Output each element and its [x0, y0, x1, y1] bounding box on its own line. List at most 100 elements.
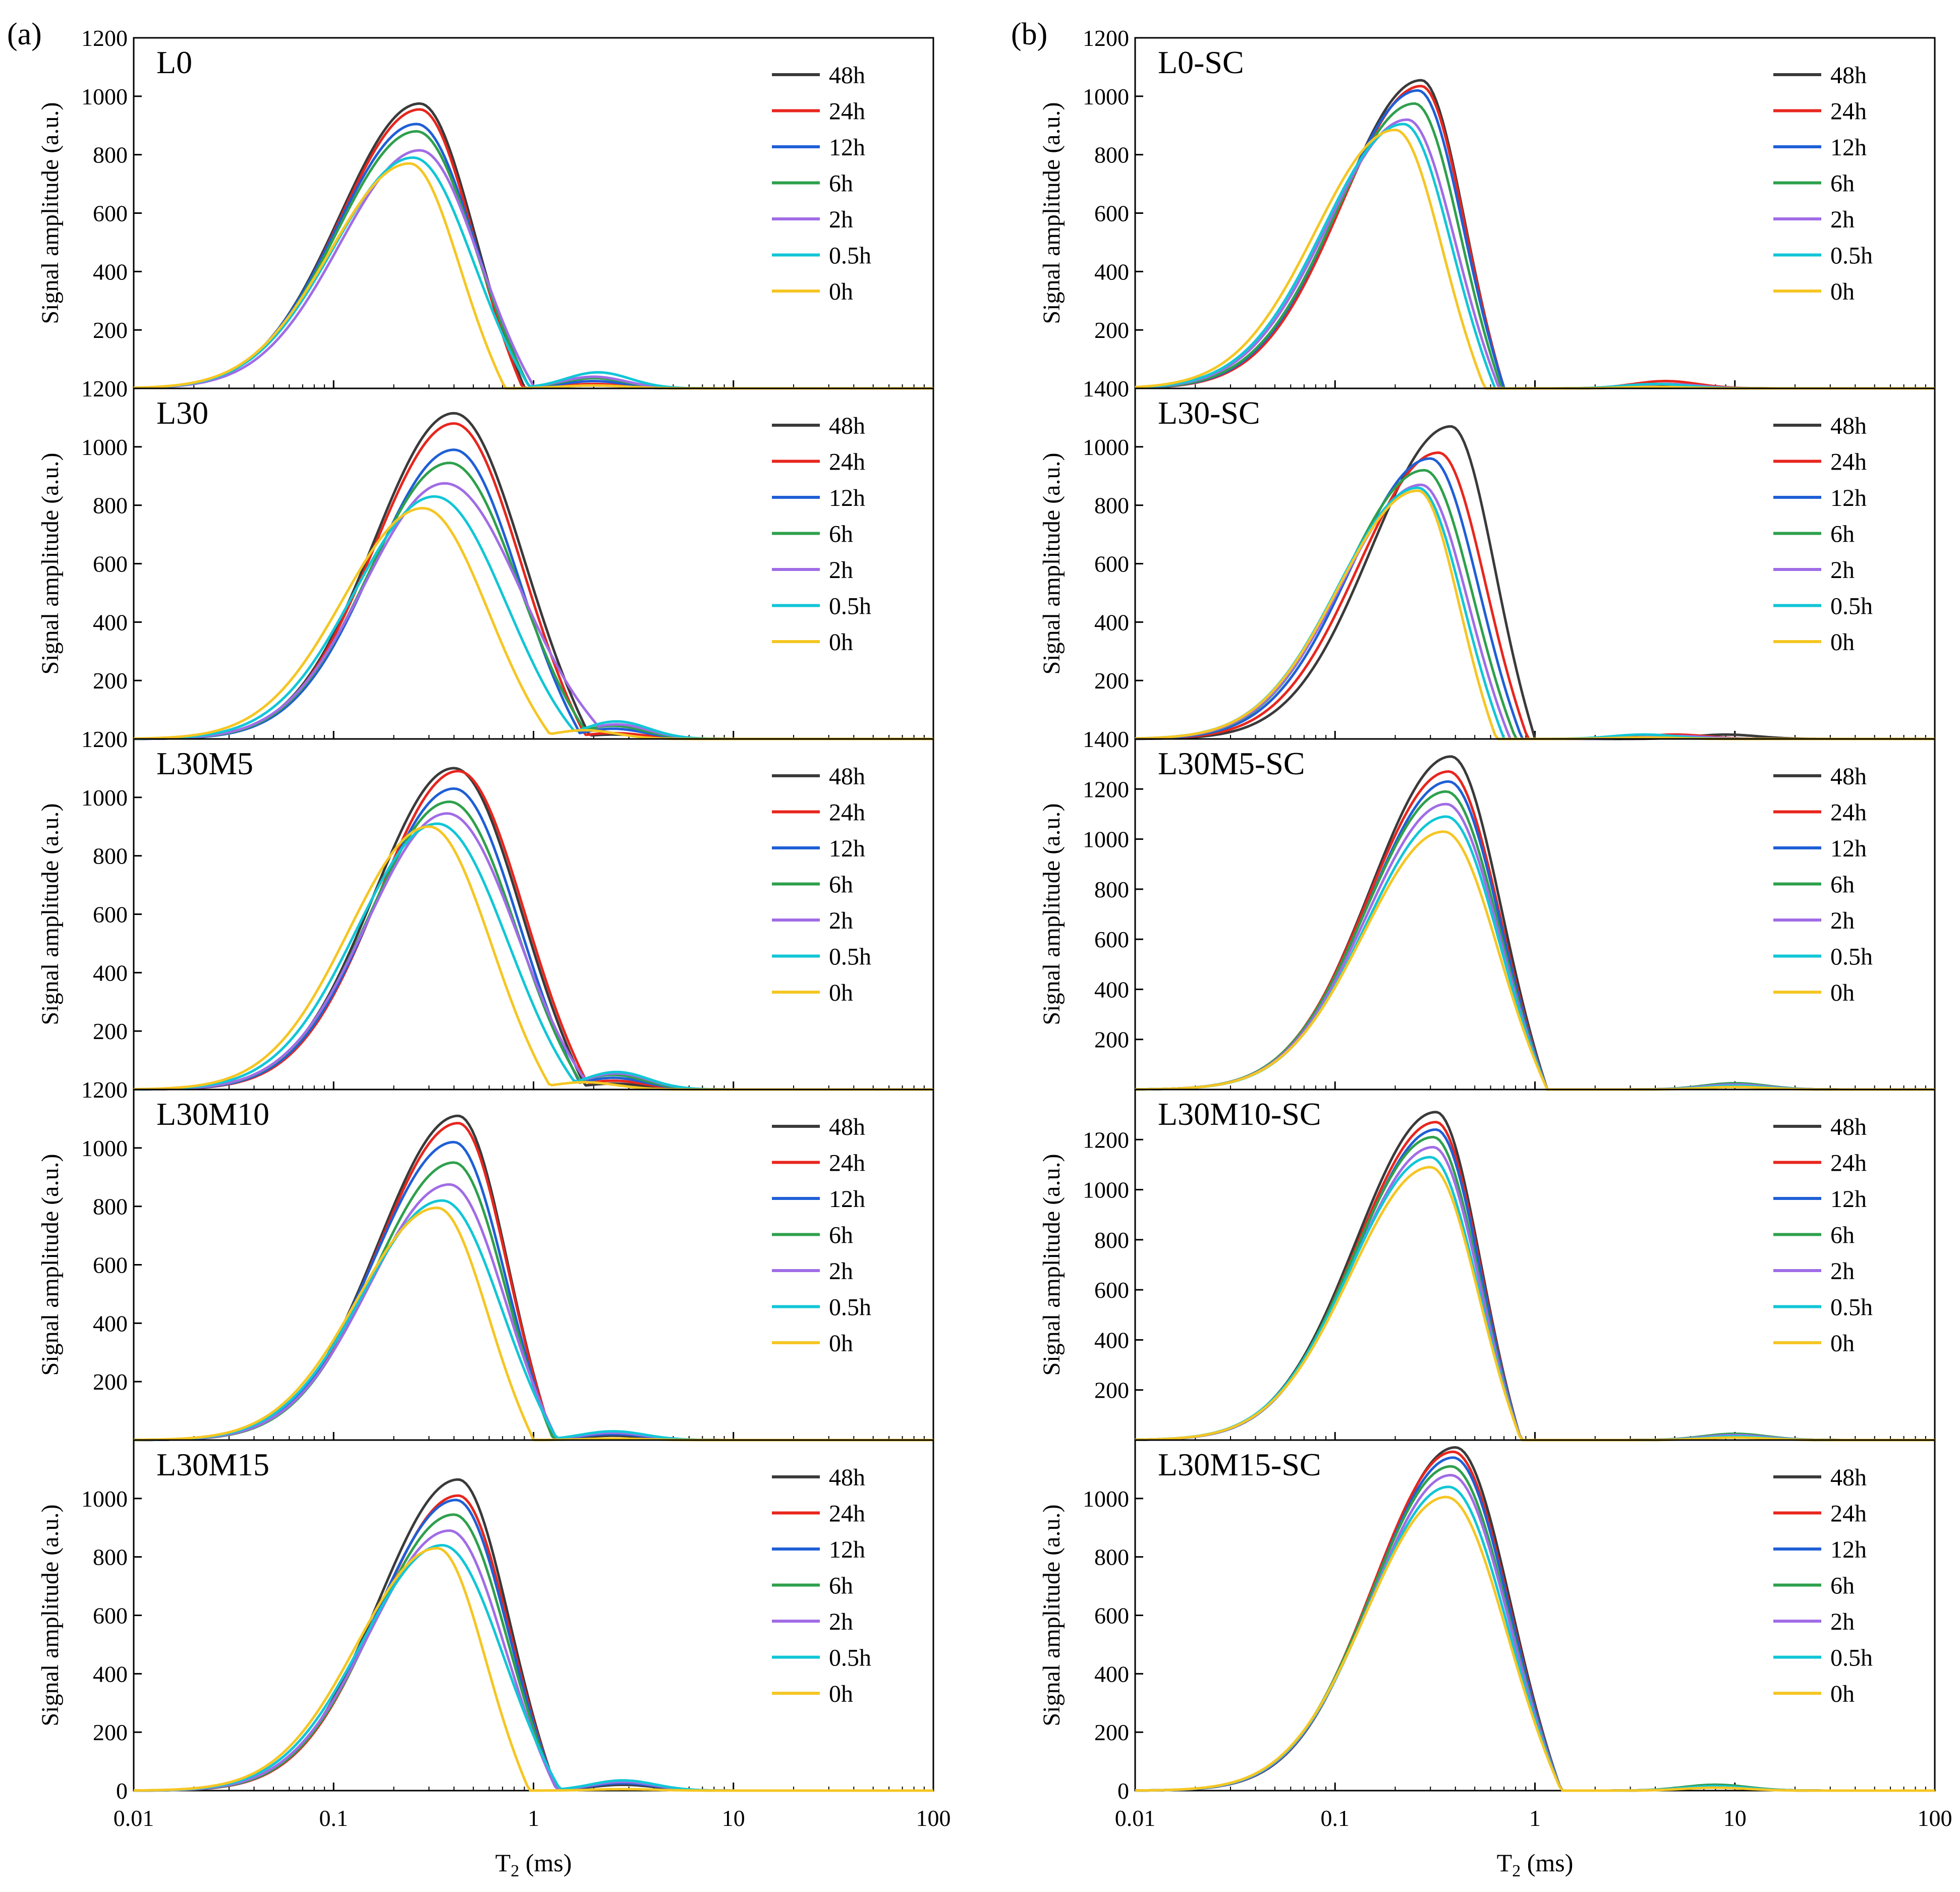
y-tick-label: 800 [1094, 493, 1129, 519]
legend-label-0-5h: 0.5h [829, 243, 871, 269]
legend-label-48h: 48h [829, 413, 865, 439]
legend-label-12h: 12h [1830, 485, 1867, 511]
column-label-a: (a) [7, 17, 42, 51]
y-tick-label: 600 [1094, 201, 1129, 226]
y-tick-label: 400 [93, 1661, 128, 1687]
panel-title: L30 [156, 395, 208, 431]
legend-label-6h: 6h [829, 170, 853, 197]
legend: 48h 24h 12h 6h 2h 0.5h 0h [772, 1464, 871, 1707]
y-tick-label: 400 [1094, 259, 1129, 284]
legend-label-24h: 24h [1830, 449, 1867, 476]
legend-label-48h: 48h [829, 1114, 865, 1140]
y-tick-label: 800 [93, 493, 128, 519]
legend-label-24h: 24h [1830, 1150, 1867, 1177]
y-tick-label: 200 [93, 317, 128, 343]
legend-label-2h: 2h [829, 557, 853, 584]
y-axis-label: Signal amplitude (a.u.) [1038, 102, 1065, 324]
y-axis-label: Signal amplitude (a.u.) [37, 453, 64, 675]
panel-title: L30M10 [156, 1096, 269, 1132]
y-tick-label: 1200 [1083, 776, 1129, 802]
legend-label-2h: 2h [1830, 206, 1855, 233]
y-tick-label: 1000 [1083, 1177, 1129, 1203]
panel-title: L30M5-SC [1158, 746, 1305, 781]
panel-title: L30M10-SC [1158, 1096, 1321, 1132]
series-line-0h [1135, 1496, 1935, 1792]
legend-label-6h: 6h [1830, 1222, 1855, 1249]
panel-title: L30M15-SC [1158, 1447, 1321, 1482]
x-tick-label: 10 [722, 1805, 745, 1831]
y-tick-label: 200 [93, 1018, 128, 1044]
y-tick-label: 1000 [1083, 1486, 1129, 1512]
y-tick-label: 800 [1094, 1227, 1129, 1253]
legend-label-6h: 6h [1830, 872, 1855, 898]
legend-label-48h: 48h [1830, 62, 1867, 89]
x-tick-label: 0.1 [319, 1805, 349, 1831]
y-axis-label: Signal amplitude (a.u.) [1038, 804, 1065, 1025]
y-tick-label: 200 [93, 668, 128, 694]
legend-label-12h: 12h [1830, 1186, 1867, 1213]
y-tick-label: 600 [93, 551, 128, 577]
y-tick-label: 1200 [1083, 1127, 1129, 1153]
y-tick-label: 800 [93, 843, 128, 869]
y-tick-label: 1200 [81, 1077, 128, 1103]
legend-label-24h: 24h [1830, 799, 1867, 826]
legend-label-0h: 0h [829, 278, 853, 305]
y-tick-label: 800 [93, 142, 128, 168]
legend-label-0-5h: 0.5h [1830, 1294, 1873, 1321]
y-tick-label: 1400 [1083, 726, 1129, 752]
legend-label-0-5h: 0.5h [1830, 243, 1873, 269]
legend-label-24h: 24h [829, 1501, 865, 1527]
legend-label-6h: 6h [829, 1573, 853, 1599]
y-tick-label: 1000 [81, 84, 128, 109]
y-tick-label: 400 [93, 960, 128, 986]
legend: 48h 24h 12h 6h 2h 0.5h 0h [1773, 413, 1873, 656]
y-tick-label: 1000 [81, 1135, 128, 1161]
y-tick-label: 800 [1094, 877, 1129, 902]
series-line-0h [134, 1546, 933, 1792]
legend-label-0-5h: 0.5h [829, 593, 871, 620]
y-tick-label: 1200 [1083, 25, 1129, 51]
y-axis-label: Signal amplitude (a.u.) [37, 102, 64, 324]
panel-title: L0 [156, 44, 192, 80]
panel-l30m15-sc: 0 200 400 600 800 1000 Signal amplitude (a.u.)… [1038, 1439, 1952, 1880]
legend: 48h 24h 12h 6h 2h 0.5h 0h [1773, 62, 1873, 305]
legend: 48h 24h 12h 6h 2h 0.5h 0h [772, 62, 871, 305]
y-tick-label: 1200 [81, 25, 128, 51]
y-tick-label: 400 [1094, 977, 1129, 1002]
y-tick-label: 200 [1094, 1719, 1129, 1745]
legend-label-0h: 0h [1830, 1330, 1855, 1357]
legend-label-48h: 48h [829, 1464, 865, 1491]
legend-label-48h: 48h [829, 62, 865, 89]
legend-label-2h: 2h [1830, 1609, 1855, 1635]
y-axis-label: Signal amplitude (a.u.) [1038, 1154, 1065, 1376]
legend-label-48h: 48h [1830, 763, 1867, 790]
legend-label-24h: 24h [1830, 98, 1867, 125]
x-tick-label: 1 [528, 1805, 539, 1831]
legend-label-6h: 6h [829, 1222, 853, 1249]
y-tick-label: 400 [1094, 609, 1129, 635]
y-tick-label: 200 [1094, 317, 1129, 343]
series-group [134, 1478, 933, 1792]
y-tick-label: 600 [1094, 1603, 1129, 1629]
y-tick-label: 0 [116, 1778, 128, 1804]
y-tick-label: 400 [1094, 1327, 1129, 1353]
y-tick-label: 1000 [81, 785, 128, 811]
y-axis-label: Signal amplitude (a.u.) [37, 1505, 64, 1727]
legend: 48h 24h 12h 6h 2h 0.5h 0h [772, 763, 871, 1006]
y-axis-label: Signal amplitude (a.u.) [37, 1154, 64, 1376]
y-tick-label: 1000 [81, 434, 128, 460]
y-tick-label: 1400 [1083, 376, 1129, 402]
legend: 48h 24h 12h 6h 2h 0.5h 0h [772, 413, 871, 656]
legend-label-24h: 24h [829, 98, 865, 125]
legend-label-0h: 0h [829, 629, 853, 656]
y-tick-label: 200 [1094, 668, 1129, 694]
legend-label-0h: 0h [829, 1330, 853, 1357]
legend-label-24h: 24h [829, 449, 865, 476]
legend-label-48h: 48h [829, 763, 865, 790]
panel-l30m15: 0 200 400 600 800 1000 Signal amplitude (a.u.)… [37, 1439, 951, 1880]
legend-label-2h: 2h [1830, 1258, 1855, 1285]
legend: 48h 24h 12h 6h 2h 0.5h 0h [1773, 1464, 1873, 1707]
y-tick-label: 400 [1094, 1661, 1129, 1687]
legend-label-12h: 12h [1830, 134, 1867, 161]
